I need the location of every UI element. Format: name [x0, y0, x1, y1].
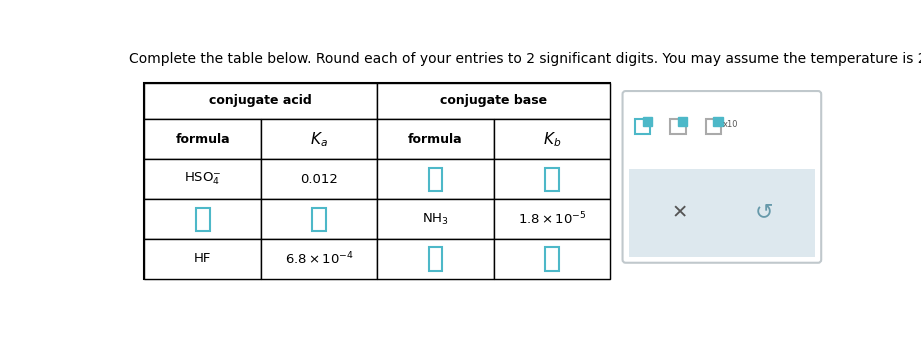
- Bar: [494, 199, 611, 239]
- Bar: [145, 159, 261, 199]
- Text: $\mathregular{HSO_4^{-}}$: $\mathregular{HSO_4^{-}}$: [184, 171, 221, 188]
- Bar: [378, 119, 494, 159]
- Text: $K_a$: $K_a$: [310, 130, 328, 149]
- Bar: [670, 119, 686, 134]
- Text: formula: formula: [175, 133, 230, 146]
- Text: 0.012: 0.012: [300, 173, 338, 186]
- Bar: [494, 119, 611, 159]
- Bar: [545, 168, 559, 191]
- Bar: [545, 247, 559, 270]
- Bar: [145, 82, 611, 279]
- FancyBboxPatch shape: [623, 91, 822, 263]
- Text: $6.8 \times 10^{-4}$: $6.8 \times 10^{-4}$: [285, 251, 354, 267]
- Bar: [261, 119, 378, 159]
- Bar: [428, 247, 442, 270]
- Bar: [145, 239, 261, 279]
- Bar: [378, 82, 611, 119]
- Bar: [643, 117, 652, 126]
- Text: $K_b$: $K_b$: [542, 130, 561, 149]
- Bar: [635, 119, 650, 134]
- Text: conjugate acid: conjugate acid: [209, 94, 312, 108]
- Bar: [494, 159, 611, 199]
- Text: HF: HF: [194, 253, 211, 266]
- Bar: [378, 239, 494, 279]
- Bar: [195, 207, 210, 231]
- Bar: [378, 199, 494, 239]
- Bar: [261, 159, 378, 199]
- Bar: [629, 169, 815, 256]
- Bar: [494, 239, 611, 279]
- Text: ↺: ↺: [755, 203, 774, 223]
- Text: $1.8 \times 10^{-5}$: $1.8 \times 10^{-5}$: [518, 211, 587, 227]
- Bar: [145, 199, 261, 239]
- Text: ✕: ✕: [671, 203, 688, 222]
- Bar: [145, 119, 261, 159]
- Bar: [705, 119, 721, 134]
- Text: x10: x10: [723, 120, 738, 129]
- Text: $\mathregular{NH_3}$: $\mathregular{NH_3}$: [422, 212, 449, 227]
- Bar: [678, 117, 687, 126]
- Bar: [378, 159, 494, 199]
- Bar: [714, 117, 723, 126]
- Bar: [428, 168, 442, 191]
- Text: formula: formula: [408, 133, 463, 146]
- Bar: [261, 239, 378, 279]
- Text: Complete the table below. Round each of your entries to 2 significant digits. Yo: Complete the table below. Round each of …: [129, 52, 921, 66]
- Bar: [145, 82, 378, 119]
- Text: conjugate base: conjugate base: [440, 94, 547, 108]
- Bar: [261, 199, 378, 239]
- Bar: [312, 207, 326, 231]
